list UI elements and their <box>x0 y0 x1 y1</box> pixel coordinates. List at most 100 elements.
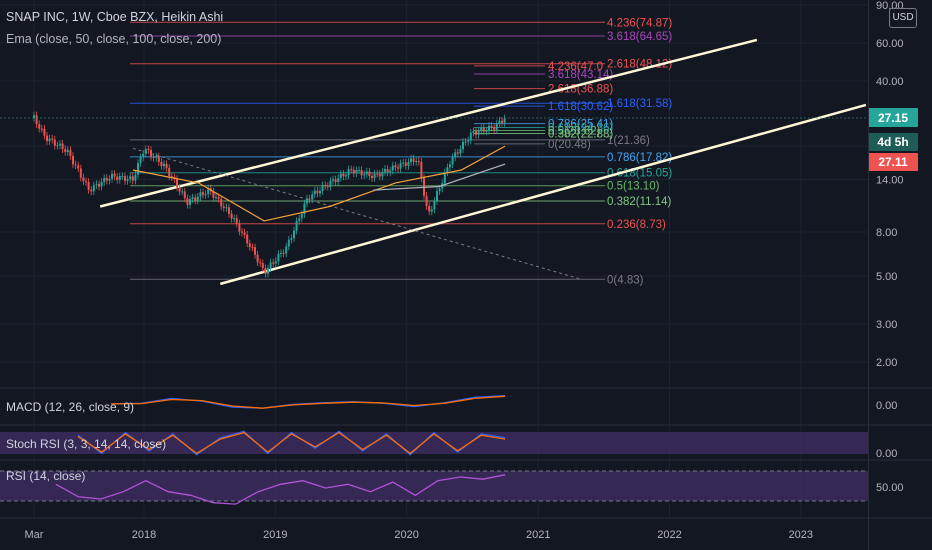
candle-body <box>157 156 160 162</box>
candle-body <box>189 199 191 205</box>
candle-body <box>287 239 290 247</box>
candle-body <box>235 218 238 224</box>
candle-body <box>261 263 264 269</box>
candle-body <box>485 130 488 132</box>
candle-body <box>181 191 184 193</box>
candle-body <box>456 152 459 154</box>
candle-body <box>160 161 163 167</box>
candle-body <box>194 197 197 201</box>
stoch-rsi-line <box>77 431 506 455</box>
candle-body <box>397 167 399 169</box>
fib-label: 3.618(64.65) <box>607 31 672 43</box>
candle-body <box>248 243 251 248</box>
candle-body <box>428 205 431 212</box>
candle-body <box>113 173 116 177</box>
candle-body <box>217 197 220 199</box>
fib-label-secondary: 0.786(25.41) <box>548 119 613 131</box>
candle-body <box>402 162 405 164</box>
candle-body <box>272 262 275 264</box>
candle-body <box>386 168 389 173</box>
fib-label-secondary: 0.618(24.36) <box>548 123 613 135</box>
candle-body <box>48 138 51 142</box>
candle-body <box>35 115 38 125</box>
candle-body <box>290 238 293 240</box>
candle-body <box>150 149 152 157</box>
candle-body <box>326 186 329 188</box>
fib-label-secondary: 3.618(43.14) <box>548 69 613 81</box>
candle-body <box>61 143 64 150</box>
candle-body <box>134 174 137 181</box>
candle-body <box>246 234 249 244</box>
x-tick-label: 2021 <box>526 529 550 541</box>
candle-body <box>477 131 480 135</box>
candle-body <box>264 268 267 274</box>
price-axis-divider <box>868 0 869 550</box>
candle-body <box>142 153 145 158</box>
candle-body <box>241 231 243 233</box>
candle-body <box>254 247 256 255</box>
candle-body <box>378 173 381 177</box>
candle-body <box>186 198 189 205</box>
candle-body <box>501 120 503 123</box>
candle-body <box>77 165 80 169</box>
candle-body <box>430 209 433 212</box>
candle-body <box>329 180 332 187</box>
candle-body <box>79 168 82 178</box>
candle-body <box>446 167 449 173</box>
stoch-rsi-label: Stoch RSI (3, 3, 14, 14, close) <box>6 437 167 451</box>
rsi-tick: 50.00 <box>876 482 904 494</box>
fib-label-secondary: 0(20.48) <box>548 139 591 151</box>
candle-body <box>183 191 186 199</box>
candle-body <box>199 192 202 197</box>
candle-body <box>371 175 373 179</box>
candle-body <box>152 156 155 158</box>
candle-body <box>308 198 311 200</box>
y-tick-label: 2.00 <box>876 357 897 369</box>
indicator-panes <box>0 387 932 502</box>
candle-body <box>243 232 246 235</box>
candle-body <box>69 149 72 156</box>
candle-body <box>443 172 446 184</box>
candle-body <box>64 149 67 152</box>
fib-label-secondary: 0.5(23.62) <box>548 125 601 137</box>
fib-label-secondary: 2.618(36.88) <box>548 84 613 96</box>
candle-body <box>352 169 355 174</box>
candle-body <box>381 171 384 177</box>
candle-body <box>425 195 428 206</box>
fib-label-secondary: 0.382(22.88) <box>548 128 613 140</box>
candle-body <box>475 131 477 135</box>
rsi-band <box>0 471 868 501</box>
candle-body <box>38 124 41 129</box>
fib-label: 0.236(8.73) <box>607 219 666 231</box>
candle-body <box>462 141 464 150</box>
x-tick-label: 2023 <box>789 529 813 541</box>
candle-body <box>111 173 113 179</box>
candle-body <box>267 268 269 274</box>
y-tick-label: 8.00 <box>876 227 897 239</box>
candle-body <box>53 139 56 146</box>
rsi-label: RSI (14, close) <box>6 469 86 483</box>
currency-button[interactable]: USD <box>889 8 917 28</box>
rsi-line <box>55 474 506 505</box>
candle-body <box>282 252 285 254</box>
candle-body <box>433 200 436 210</box>
y-tick-label: 14.00 <box>876 175 904 187</box>
candle-body <box>350 169 353 171</box>
candle-body <box>178 187 181 192</box>
candle-body <box>168 167 171 177</box>
candle-body <box>43 128 46 136</box>
candle-body <box>155 156 158 158</box>
macd-tick: 0.00 <box>876 400 897 412</box>
candle-body <box>420 161 423 179</box>
fib-label: 4.236(74.87) <box>607 17 672 29</box>
candle-body <box>196 196 199 201</box>
fib-label: 2.618(48.12) <box>607 59 672 71</box>
candle-body <box>469 132 472 141</box>
candle-body <box>306 198 308 204</box>
candle-body <box>56 145 59 147</box>
candle-body <box>293 230 295 239</box>
ema-line <box>132 145 506 222</box>
candle-body <box>334 179 337 183</box>
fib-label: 0(4.83) <box>607 274 644 286</box>
y-tick-label: 60.00 <box>876 38 904 50</box>
